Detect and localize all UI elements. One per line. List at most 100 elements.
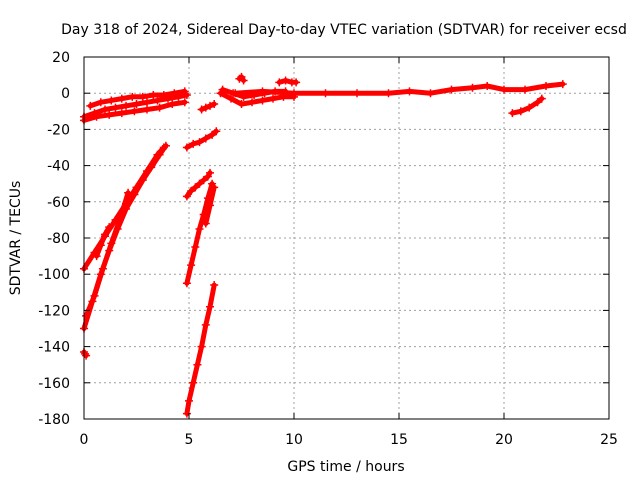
data-point [195,224,204,233]
data-point [447,85,456,94]
data-point [107,96,116,105]
data-point [159,91,168,100]
data-point [197,342,206,351]
data-point [237,100,246,109]
data-point [321,89,330,98]
data-point [279,92,288,101]
data-point [248,98,256,107]
data-point [107,239,116,248]
data-point [516,107,525,116]
data-point [161,141,170,150]
data-point [92,112,101,121]
data-point [138,92,147,101]
y-tick-label: -80 [47,231,70,247]
data-point [533,98,542,107]
data-point [290,92,298,101]
chart-title: Day 318 of 2024, Sidereal Day-to-day VTE… [61,22,627,38]
y-tick-label: -180 [38,412,70,428]
x-axis-label: GPS time / hours [287,459,404,475]
data-point [542,81,550,90]
y-tick-label: -40 [47,159,70,175]
y-tick-label: 20 [52,50,70,66]
series-trace-ramp-from-minus-123 [83,190,131,319]
data-point [143,98,151,107]
data-point [90,291,99,300]
data-point [206,201,214,210]
data-point [81,349,90,358]
data-point [132,100,141,109]
data-point [195,138,204,147]
data-point [115,215,124,224]
data-point [191,183,200,192]
data-point [269,94,277,103]
data-point [199,176,208,185]
data-point [130,190,139,199]
data-point [212,127,221,136]
data-point [558,80,567,89]
data-point [525,103,534,112]
y-tick-label: -160 [38,376,70,392]
data-point [195,179,204,188]
data-point [426,89,435,98]
tick-layer: 20 0 -20 -40 -60 -80 -100 -120 -140 -160 -180 0 5 10 1… [38,50,618,448]
data-point [189,378,198,387]
data-point [206,101,214,110]
data-point [537,94,546,103]
data-point [271,87,280,96]
data-point [105,223,114,232]
data-point [149,91,158,100]
data-point [500,85,508,94]
data-point [210,100,219,109]
data-point [258,96,267,105]
data-point [210,183,219,192]
data-point [281,87,290,96]
data-point [239,92,248,101]
data-point [206,168,214,177]
data-point [86,101,95,110]
series-trace-segment-near-6 [199,101,217,112]
data-point [353,89,361,98]
data-point [101,230,109,239]
y-tick-label: -140 [38,340,70,356]
data-point [180,87,189,96]
data-point [292,78,301,87]
grid-layer [84,57,609,419]
data-point [201,320,210,329]
data-point [105,110,114,119]
data-point [189,139,198,148]
data-point [182,143,191,152]
data-point [82,311,91,320]
data-point [281,76,290,85]
data-point [182,409,191,418]
data-point [111,103,120,112]
data-point [92,252,101,261]
y-axis-label: SDTVAR / TECUs [8,181,24,296]
data-point [275,78,284,87]
data-point [210,281,219,290]
data-point [218,85,227,94]
series-trace-ramp-short-near-1 [94,224,112,259]
y-tick-label: -60 [47,195,70,211]
data-point [82,351,91,360]
data-point [153,96,162,105]
data-point [384,89,393,98]
data-point [483,81,492,90]
x-tick-label: 15 [390,432,408,448]
data-point [201,134,210,143]
data-point [168,100,177,109]
y-tick-label: 0 [61,86,70,102]
x-tick-label: 10 [285,432,303,448]
y-tick-label: -100 [38,267,70,283]
data-point [180,98,189,107]
data-point [170,89,179,98]
data-point [96,241,105,250]
data-point [122,101,130,110]
data-point [201,103,210,112]
y-tick-label: -20 [47,122,70,138]
x-tick-label: 0 [80,432,89,448]
x-tick-label: 5 [185,432,194,448]
data-point [250,91,259,100]
data-point [124,188,133,197]
data-point [130,107,139,116]
